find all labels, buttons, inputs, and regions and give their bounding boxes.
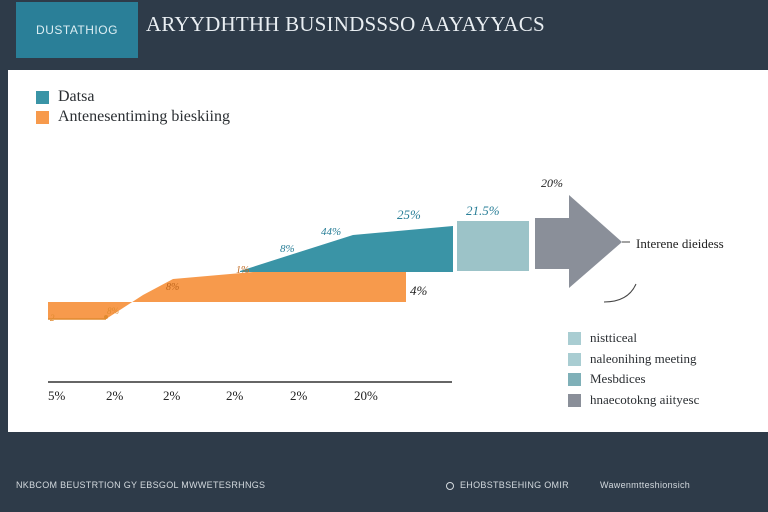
footer-left: NKBCOM BEUSTRTION GY EBSGOL MWWETESRHNGS bbox=[16, 480, 266, 490]
footer-right: Wawenmtteshionsich bbox=[600, 480, 691, 490]
series-area-orange bbox=[48, 272, 406, 319]
legend-swatch bbox=[36, 90, 49, 104]
legend-item: naleonihing meeting bbox=[568, 351, 697, 367]
legend-label: Antenesentiming bieskiing bbox=[58, 108, 230, 125]
x-tick-label: 5% bbox=[48, 388, 66, 403]
x-tick-label: 2% bbox=[226, 388, 244, 403]
legend-item: Antenesentiming bieskiing bbox=[36, 108, 230, 126]
brand-badge: DUSTATHIOG bbox=[16, 2, 138, 58]
legend-label: hnaecotokng aiityesc bbox=[590, 392, 700, 407]
data-point bbox=[104, 315, 108, 319]
x-tick-label: 2% bbox=[290, 388, 308, 403]
data-label: 8% bbox=[107, 306, 119, 316]
data-label: 8% bbox=[280, 243, 295, 255]
curve-accent bbox=[603, 283, 637, 303]
circle-icon bbox=[446, 481, 454, 490]
x-tick-label: 20% bbox=[354, 388, 378, 403]
data-label: 4% bbox=[410, 283, 428, 298]
data-label: 1% bbox=[236, 265, 249, 276]
legend-label: Datsa bbox=[58, 88, 95, 105]
data-label: 20% bbox=[541, 176, 563, 190]
data-label: 2 bbox=[50, 313, 55, 323]
legend-label: Mesbdices bbox=[590, 371, 646, 386]
legend-swatch bbox=[568, 372, 581, 386]
data-label: 21.5% bbox=[466, 203, 500, 218]
legend-item: Mesbdices bbox=[568, 371, 646, 387]
data-label: 8% bbox=[166, 282, 179, 293]
series-area-teal bbox=[240, 226, 453, 272]
legend-swatch bbox=[568, 393, 581, 407]
footer-middle: EHOBSTBSEHING OMIR bbox=[446, 480, 569, 490]
chart-canvas: 5% 2% 2% 2% 2% 20% 28%8%1%8%44%25%4%21.5%20% … bbox=[48, 176, 724, 403]
arrow-label: Interene dieidess bbox=[636, 236, 724, 251]
chart-panel: 5% 2% 2% 2% 2% 20% 2 8% 8% 1% 8% 44% 25% 4% 21.5% 20% … bbox=[8, 70, 768, 432]
footer: NKBCOM BEUSTRTION GY EBSGOL MWWETESRHNGS… bbox=[0, 472, 768, 498]
legend-item: nistticeal bbox=[568, 330, 637, 346]
data-label: 44% bbox=[321, 226, 341, 238]
legend-item: hnaecotokng aiityesc bbox=[568, 392, 699, 408]
x-tick-label: 2% bbox=[163, 388, 181, 403]
data-labels: 2 8% 8% 1% 8% 44% 25% 4% 21.5% 20% bbox=[50, 176, 563, 323]
x-tick-label: 2% bbox=[106, 388, 124, 403]
legend-swatch bbox=[568, 331, 581, 345]
data-label: 25% bbox=[397, 207, 421, 222]
forecast-arrow bbox=[535, 195, 622, 288]
legend-swatch bbox=[36, 110, 49, 124]
legend-label: nistticeal bbox=[590, 330, 637, 345]
legend-label: naleonihing meeting bbox=[590, 351, 697, 366]
legend-swatch bbox=[568, 352, 581, 366]
legend-item: Datsa bbox=[36, 88, 94, 106]
header-bar: DUSTATHIOG ARYYDHTHH BUSINDSSSO AAYAYYAC… bbox=[0, 0, 768, 62]
page-title: ARYYDHTHH BUSINDSSSO AAYAYYACS bbox=[146, 12, 545, 36]
x-tick-labels: 5% 2% 2% 2% 2% 20% bbox=[48, 388, 378, 403]
series-block-light bbox=[457, 221, 529, 271]
